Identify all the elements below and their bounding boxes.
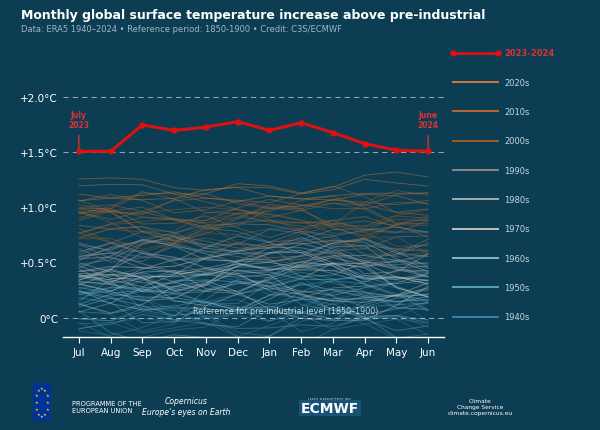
Text: ECMWF: ECMWF: [301, 401, 359, 415]
Text: Data: ERA5 1940–2024 • Reference period: 1850-1900 • Credit: C3S/ECMWF: Data: ERA5 1940–2024 • Reference period:…: [21, 25, 342, 34]
Text: 1960s: 1960s: [504, 254, 530, 263]
Text: 1940s: 1940s: [504, 313, 529, 321]
Text: ★: ★: [46, 400, 50, 404]
Text: 2023-2024: 2023-2024: [504, 49, 554, 58]
Text: PROGRAMME OF THE
EUROPEAN UNION: PROGRAMME OF THE EUROPEAN UNION: [72, 399, 142, 413]
Text: ★: ★: [37, 412, 41, 416]
Text: 2000s: 2000s: [504, 137, 529, 146]
Text: ★: ★: [37, 388, 41, 392]
Text: June
2024: June 2024: [418, 111, 439, 130]
Text: ★: ★: [46, 393, 49, 397]
Text: ★: ★: [40, 414, 44, 418]
Text: 1950s: 1950s: [504, 283, 529, 292]
Text: ★: ★: [43, 388, 47, 392]
Text: ★: ★: [34, 400, 38, 404]
Text: Climate
Change Service
climate.copernicus.eu: Climate Change Service climate.copernicu…: [448, 398, 512, 415]
Text: Reference for pre-industrial level (1850–1900): Reference for pre-industrial level (1850…: [193, 307, 378, 315]
Text: 2020s: 2020s: [504, 79, 529, 87]
Text: 1990s: 1990s: [504, 166, 529, 175]
Text: Monthly global surface temperature increase above pre-industrial: Monthly global surface temperature incre…: [21, 9, 485, 22]
Text: ★: ★: [40, 386, 44, 390]
Text: 2010s: 2010s: [504, 108, 529, 117]
Text: ★: ★: [35, 407, 39, 411]
Bar: [33, 383, 51, 421]
Text: ★: ★: [46, 407, 49, 411]
Text: ★: ★: [43, 412, 47, 416]
Text: ★: ★: [35, 393, 39, 397]
Text: 1970s: 1970s: [504, 225, 530, 233]
Text: 1980s: 1980s: [504, 196, 530, 204]
Text: IMPLEMENTED BY: IMPLEMENTED BY: [308, 397, 352, 402]
Text: July
2023: July 2023: [68, 111, 89, 130]
Text: Copernicus
Europe's eyes on Earth: Copernicus Europe's eyes on Earth: [142, 396, 230, 416]
